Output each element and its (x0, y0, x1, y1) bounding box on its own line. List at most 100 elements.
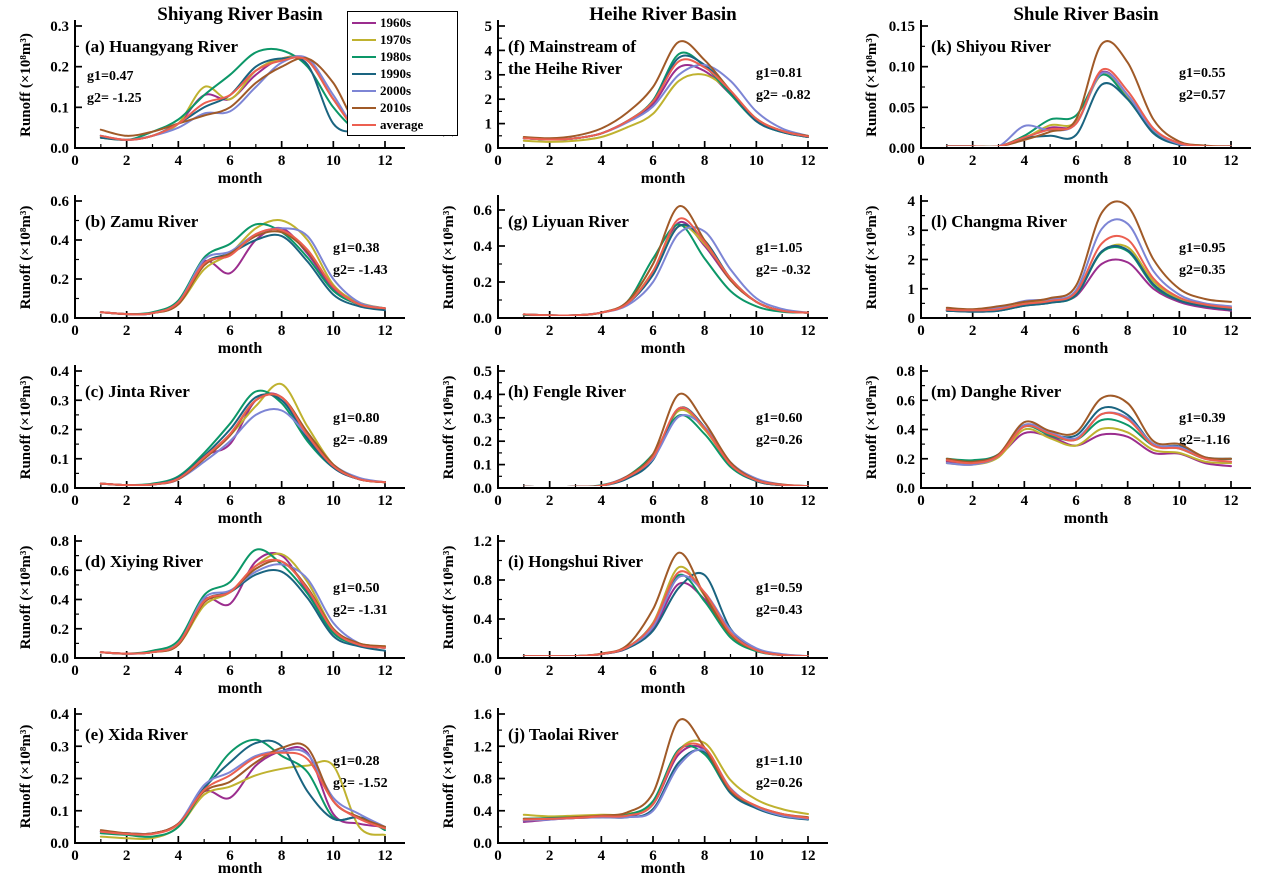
x-tick-label: 8 (1124, 323, 1132, 339)
x-tick-label: 8 (278, 663, 286, 679)
y-tick-label: 0.3 (50, 739, 69, 755)
y-tick-label: 0.0 (896, 481, 915, 497)
x-tick-label: 4 (175, 663, 183, 679)
legend-line-swatch (352, 38, 376, 41)
x-tick-label: 0 (71, 848, 79, 864)
x-tick-label: 12 (378, 323, 393, 339)
y-tick-label: 0.4 (473, 239, 492, 255)
y-axis-label: Runoff (×10⁸m³) (441, 376, 457, 480)
y-tick-label: 0.05 (889, 100, 915, 116)
g2-annotation: g2= -0.32 (756, 263, 811, 278)
g1-annotation: g1=0.60 (756, 411, 802, 426)
g2-annotation: g2=-1.16 (1179, 433, 1230, 448)
y-tick-label: 0.6 (896, 393, 915, 409)
x-tick-label: 2 (546, 848, 554, 864)
line-average (523, 406, 809, 486)
y-tick-label: 4 (908, 194, 916, 210)
x-axis-label: month (641, 510, 686, 527)
y-tick-label: 1.6 (473, 707, 492, 723)
panel-i: 0 2 4 6 8 10 12 0.0 0.4 0.8 1.2 Runoff (×10⁸m³) mont… (441, 534, 828, 697)
x-tick-label: 6 (1072, 153, 1080, 169)
panel-title: (a) Huangyang River (85, 37, 238, 56)
legend-label: average (380, 116, 424, 132)
y-tick-label: 0.2 (50, 272, 69, 288)
x-tick-label: 12 (801, 153, 816, 169)
x-tick-label: 8 (701, 323, 709, 339)
y-axis-label: Runoff (×10⁸m³) (864, 206, 880, 310)
panel-b: 0 2 4 6 8 10 12 0.0 0.2 0.4 0.6 Runoff (×10⁸m³) mont… (18, 194, 405, 357)
g1-annotation: g1=0.47 (87, 69, 133, 84)
y-tick-label: 0.0 (473, 311, 492, 327)
y-tick-label: 3 (485, 68, 493, 84)
panel-title: (f) Mainstream of (508, 37, 636, 56)
x-tick-label: 10 (749, 493, 764, 509)
y-axis-label: Runoff (×10⁸m³) (441, 725, 457, 829)
x-tick-label: 12 (378, 663, 393, 679)
y-tick-label: 1 (908, 282, 916, 298)
y-tick-label: 0.0 (473, 836, 492, 852)
panel-e: 0 2 4 6 8 10 12 0.0 0.1 0.2 0.3 0.4 Runoff (×10⁸m³) m… (18, 707, 405, 877)
x-tick-label: 2 (546, 323, 554, 339)
x-tick-label: 4 (598, 493, 606, 509)
x-tick-label: 12 (378, 493, 393, 509)
series-lines (99, 219, 386, 316)
panel-f: 024681012012345Runoff (×10⁸m³)month(f) M… (441, 19, 828, 187)
legend-entry-1990s: 1990s (352, 65, 454, 82)
y-tick-label: 0.2 (50, 60, 69, 76)
basin-title-heihe: Heihe River Basin (589, 4, 737, 25)
g2-annotation: g2=0.26 (756, 776, 802, 791)
x-tick-label: 6 (649, 323, 657, 339)
y-tick-label: 0.3 (473, 411, 492, 427)
y-tick-label: 0.0 (50, 141, 69, 157)
line-average (945, 411, 1232, 465)
y-tick-label: 0.1 (473, 458, 492, 474)
x-tick-label: 2 (123, 493, 131, 509)
g2-annotation: g2= -1.52 (333, 776, 388, 791)
x-tick-label: 6 (649, 663, 657, 679)
x-tick-label: 10 (749, 848, 764, 864)
x-tick-label: 4 (175, 848, 183, 864)
x-tick-label: 0 (71, 323, 79, 339)
legend-entry-average: average (352, 116, 454, 133)
x-tick-label: 10 (749, 323, 764, 339)
line-1980s (99, 548, 386, 655)
x-axis-label: month (641, 680, 686, 697)
legend-entry-1980s: 1980s (352, 48, 454, 65)
line-average (99, 393, 386, 486)
y-tick-label: 0.4 (896, 423, 915, 439)
x-axis-label: month (218, 170, 263, 187)
y-tick-label: 0.0 (50, 651, 69, 667)
line-1990s (945, 244, 1232, 313)
panel-title: (l) Changma River (931, 212, 1067, 231)
legend-line-swatch (352, 106, 376, 109)
legend-label: 1990s (380, 65, 412, 81)
panel-title: the Heihe River (508, 59, 623, 78)
g1-annotation: g1=1.10 (756, 754, 802, 769)
legend-label: 2010s (380, 99, 412, 115)
x-tick-label: 10 (326, 663, 341, 679)
g1-annotation: g1=0.80 (333, 411, 379, 426)
line-2010s (99, 56, 386, 137)
y-tick-label: 0.6 (473, 203, 492, 219)
y-tick-label: 0.5 (473, 364, 492, 380)
panel-title: (g) Liyuan River (508, 212, 629, 231)
y-tick-label: 0.4 (473, 612, 492, 628)
legend-label: 2000s (380, 82, 412, 98)
g2-annotation: g2= -1.25 (87, 91, 142, 106)
x-tick-label: 10 (326, 153, 341, 169)
x-axis-label: month (218, 340, 263, 357)
x-tick-label: 0 (494, 493, 502, 509)
y-tick-label: 0.8 (896, 364, 915, 380)
x-tick-label: 4 (175, 323, 183, 339)
line-average (99, 751, 386, 836)
line-2010s (945, 200, 1232, 311)
panel-title: (m) Danghe River (931, 382, 1062, 401)
x-tick-label: 4 (1021, 153, 1029, 169)
x-tick-label: 4 (175, 493, 183, 509)
y-tick-label: 0 (485, 141, 493, 157)
y-axis-label: Runoff (×10⁸m³) (864, 376, 880, 480)
g1-annotation: g1=0.59 (756, 581, 802, 596)
line-2010s (945, 40, 1232, 146)
